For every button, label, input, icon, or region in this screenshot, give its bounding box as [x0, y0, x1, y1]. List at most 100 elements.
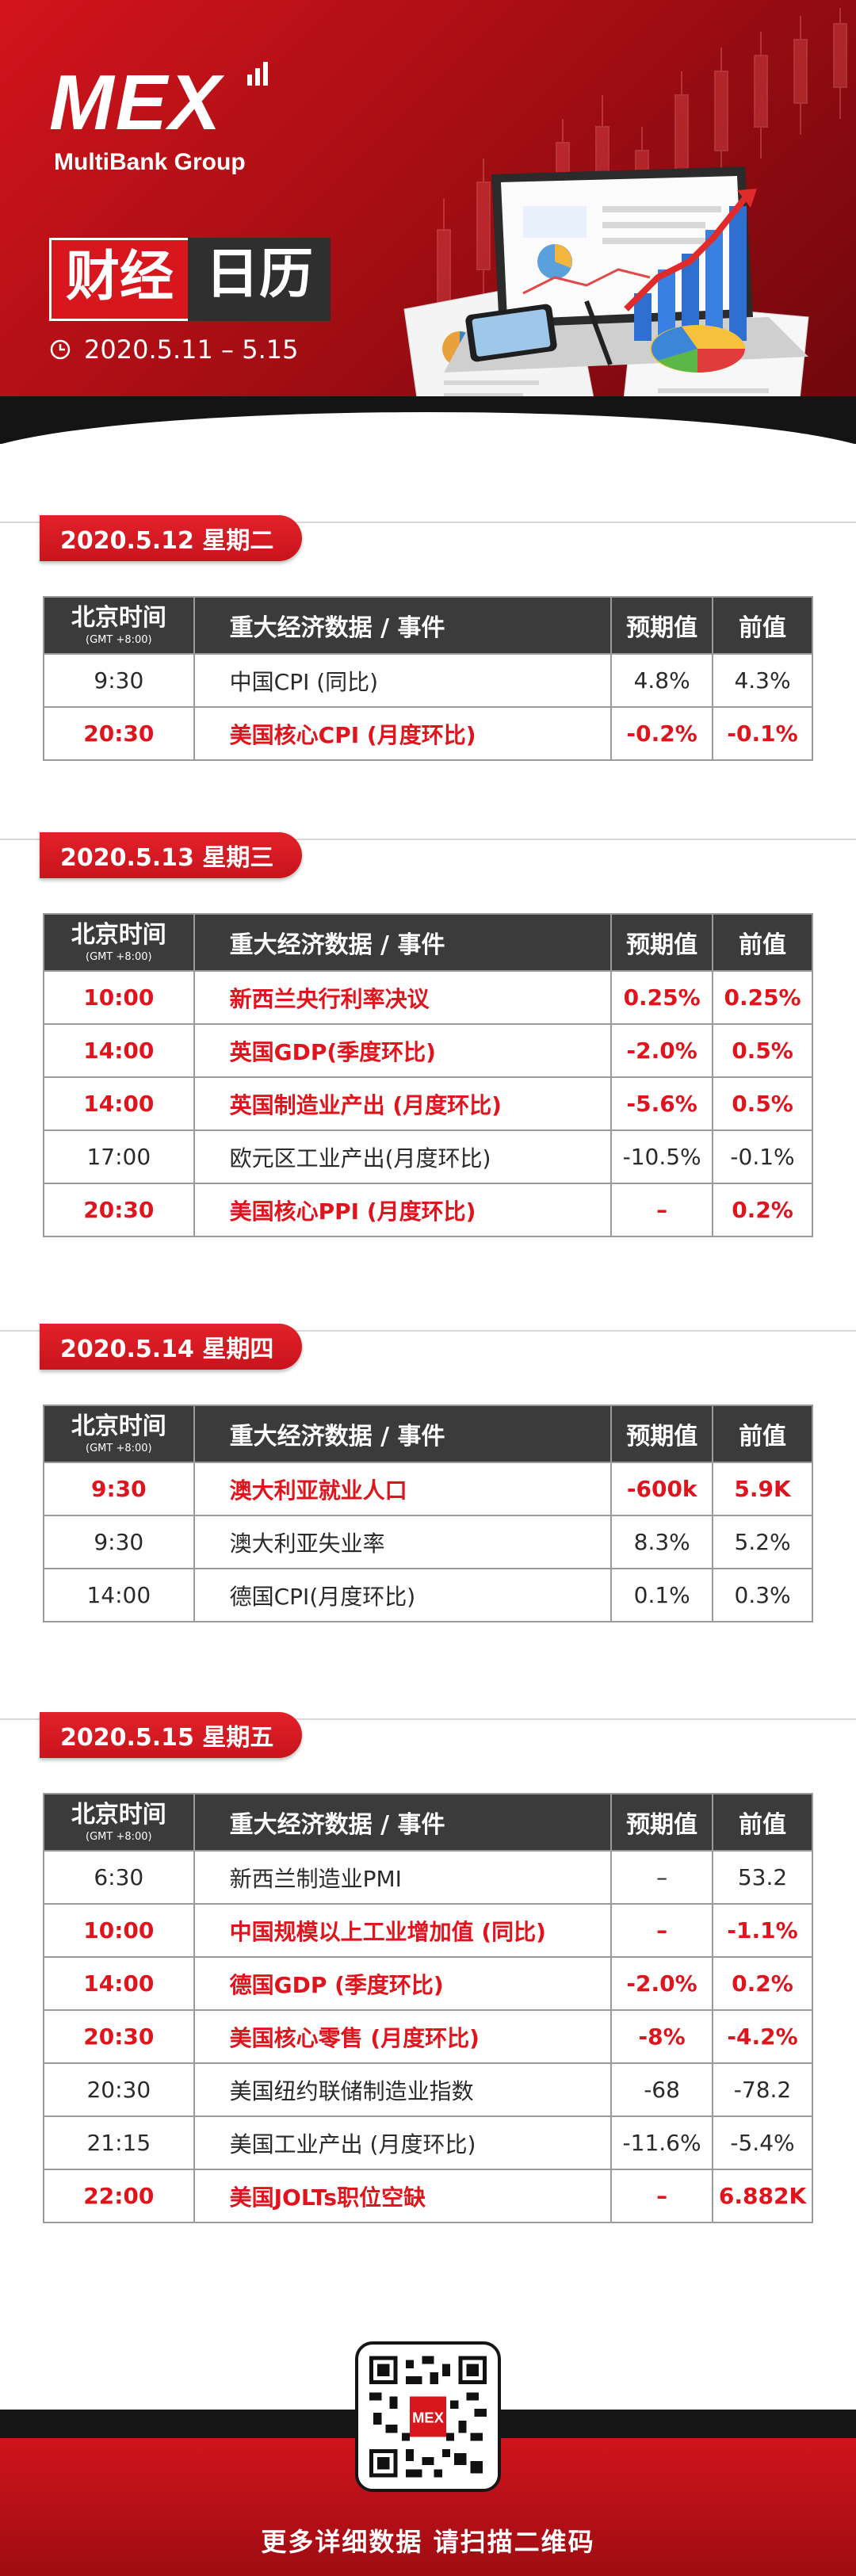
- cell-previous: 0.5%: [712, 1023, 813, 1078]
- cell-event: 英国制造业产出 (月度环比): [193, 1076, 613, 1131]
- cell-forecast: -68: [610, 2062, 714, 2117]
- header-event: 重大经济数据 / 事件: [193, 596, 613, 655]
- qr-code-icon: MEX: [369, 2356, 487, 2478]
- table-row: 20:30 美国核心PPI (月度环比) –0.2%: [43, 1183, 813, 1237]
- brand-logo: MEX MultiBank Group: [49, 63, 246, 176]
- table-row: 14:00 英国制造业产出 (月度环比) -5.6% 0.5%: [43, 1076, 813, 1131]
- event-table: 北京时间 (GMT +8:00) 重大经济数据 / 事件 预期值 前值 10:00 新西兰央…: [43, 913, 813, 1237]
- day-tag-bar: 2020.5.15 星期五: [0, 1712, 856, 1761]
- cell-previous: 6.882K: [712, 2169, 813, 2223]
- table-header-row: 北京时间 (GMT +8:00) 重大经济数据 / 事件 预期值 前值: [43, 1405, 813, 1463]
- cell-event: 美国核心PPI (月度环比): [193, 1183, 613, 1237]
- table-row: 20:30 美国纽约联储制造业指数 -68 -78.2: [43, 2062, 813, 2117]
- cell-forecast: 8.3%: [610, 1515, 714, 1569]
- table-row: 9:30 澳大利亚失业率 8.3% 5.2%: [43, 1515, 813, 1569]
- divider: [0, 839, 856, 840]
- table-row: 14:00 德国GDP (季度环比) -2.0% 0.2%: [43, 1956, 813, 2011]
- day-label: 2020.5.12 星期二: [40, 515, 303, 561]
- day-label: 2020.5.14 星期四: [40, 1324, 303, 1370]
- cell-time: 17:00: [43, 1129, 195, 1184]
- day-tag-bar: 2020.5.14 星期四: [0, 1324, 856, 1373]
- cell-event: 澳大利亚就业人口: [193, 1462, 613, 1516]
- day-label: 2020.5.15 星期五: [40, 1712, 303, 1758]
- cell-previous: -78.2: [712, 2062, 813, 2117]
- cell-event: 中国CPI (同比): [193, 653, 613, 708]
- cell-event: 德国GDP (季度环比): [193, 1956, 613, 2011]
- header-time-label: 北京时间: [71, 1412, 166, 1440]
- signal-bars-icon: [247, 62, 268, 86]
- page-title: 财经 日历: [49, 238, 331, 321]
- cell-event: 美国纽约联储制造业指数: [193, 2062, 613, 2117]
- cell-forecast: –: [610, 2169, 714, 2223]
- title-part-dark: 日历: [188, 238, 331, 321]
- header-forecast: 预期值: [610, 596, 714, 655]
- cell-previous: 0.2%: [712, 1183, 813, 1237]
- cell-previous: 4.3%: [712, 653, 813, 708]
- event-table: 北京时间 (GMT +8:00) 重大经济数据 / 事件 预期值 前值 6:30 新西兰制造…: [43, 1793, 813, 2223]
- table-row: 20:30 美国核心CPI (月度环比) -0.2% -0.1%: [43, 706, 813, 761]
- cell-time: 14:00: [43, 1956, 195, 2011]
- header-previous: 前值: [712, 913, 813, 972]
- day-section: 2020.5.14 星期四 北京时间 (GMT +8:00) 重大经济数据 / 事件预…: [0, 1324, 856, 1622]
- cell-event: 美国核心CPI (月度环比): [193, 706, 613, 761]
- cell-event: 德国CPI(月度环比): [193, 1568, 613, 1622]
- cell-forecast: -0.2%: [610, 706, 714, 761]
- day-section: 2020.5.15 星期五北京时间 (GMT +8:00) 重大经济数据 / 事件预…: [0, 1712, 856, 2223]
- cell-time: 21:15: [43, 2115, 195, 2170]
- table-row: 20:30 美国核心零售 (月度环比) -8% -4.2%: [43, 2009, 813, 2064]
- cell-time: 14:00: [43, 1076, 195, 1131]
- cell-previous: -5.4%: [712, 2115, 813, 2170]
- header-time-zone: (GMT +8:00): [86, 1442, 152, 1454]
- cell-forecast: -5.6%: [610, 1076, 714, 1131]
- cell-time: 6:30: [43, 1850, 195, 1905]
- cell-forecast: 4.8%: [610, 653, 714, 708]
- header-previous: 前值: [712, 1793, 813, 1852]
- table-row: 10:00 中国规模以上工业增加值 (同比) – -1.1%: [43, 1903, 813, 1958]
- header-time-zone: (GMT +8:00): [86, 1830, 152, 1843]
- table-row: 22:00 美国JOLTs职位空缺 –6.882K: [43, 2169, 813, 2223]
- clock-icon: [50, 339, 71, 360]
- header-event: 重大经济数据 / 事件: [193, 1405, 613, 1463]
- table-header-row: 北京时间 (GMT +8:00) 重大经济数据 / 事件 预期值 前值: [43, 1793, 813, 1852]
- cell-time: 9:30: [43, 1462, 195, 1516]
- date-range: 2020.5.11 – 5.15: [49, 334, 298, 365]
- cell-previous: 0.3%: [712, 1568, 813, 1622]
- cell-time: 9:30: [43, 653, 195, 708]
- day-label: 2020.5.13 星期三: [40, 832, 303, 878]
- cell-forecast: –: [610, 1850, 714, 1905]
- cell-event: 中国规模以上工业增加值 (同比): [193, 1903, 613, 1958]
- cell-time: 20:30: [43, 2009, 195, 2064]
- cell-time: 22:00: [43, 2169, 195, 2223]
- cell-forecast: -600k: [610, 1462, 714, 1516]
- cell-event: 美国核心零售 (月度环比): [193, 2009, 613, 2064]
- header-time-zone: (GMT +8:00): [86, 950, 152, 963]
- table-header-row: 北京时间 (GMT +8:00) 重大经济数据 / 事件 预期值 前值: [43, 913, 813, 972]
- day-section: 2020.5.12 星期二北京时间 (GMT +8:00) 重大经济数据 / 事件预…: [0, 515, 856, 761]
- header-event: 重大经济数据 / 事件: [193, 1793, 613, 1852]
- cell-event: 新西兰制造业PMI: [193, 1850, 613, 1905]
- table-row: 17:00 欧元区工业产出(月度环比) -10.5% -0.1%: [43, 1129, 813, 1184]
- cell-previous: 0.2%: [712, 1956, 813, 2011]
- header-time: 北京时间 (GMT +8:00): [43, 1793, 195, 1852]
- cell-time: 10:00: [43, 970, 195, 1025]
- header-time: 北京时间 (GMT +8:00): [43, 596, 195, 655]
- cell-forecast: -8%: [610, 2009, 714, 2064]
- header-forecast: 预期值: [610, 1793, 714, 1852]
- table-row: 9:30 澳大利亚就业人口 -600k 5.9K: [43, 1462, 813, 1516]
- qr-code[interactable]: MEX: [355, 2341, 501, 2492]
- cell-previous: 5.2%: [712, 1515, 813, 1569]
- cell-event: 美国JOLTs职位空缺: [193, 2169, 613, 2223]
- cell-time: 14:00: [43, 1023, 195, 1078]
- table-row: 10:00 新西兰央行利率决议 0.25% 0.25%: [43, 970, 813, 1025]
- header-time-label: 北京时间: [71, 603, 166, 632]
- footer-cta: 更多详细数据 请扫描二维码: [261, 2527, 595, 2557]
- header-time-label: 北京时间: [71, 920, 166, 949]
- table-row: 21:15 美国工业产出 (月度环比) -11.6% -5.4%: [43, 2115, 813, 2170]
- cell-previous: 53.2: [712, 1850, 813, 1905]
- header-banner: MEX MultiBank Group 财经 日历 2020.5.11 – 5.…: [0, 0, 856, 444]
- cell-forecast: 0.25%: [610, 970, 714, 1025]
- table-row: 9:30 中国CPI (同比) 4.8% 4.3%: [43, 653, 813, 708]
- footer: MEX 更多详细数据 请扫描二维码: [0, 2341, 856, 2576]
- logo-wordmark: MEX: [49, 59, 223, 146]
- cell-time: 9:30: [43, 1515, 195, 1569]
